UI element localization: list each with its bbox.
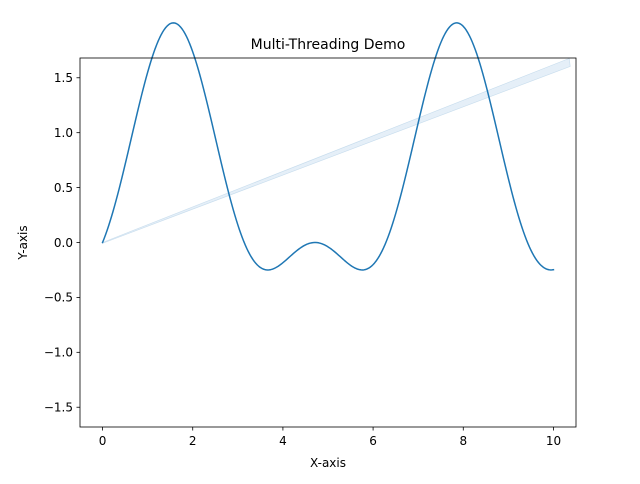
x-axis-ticks: 0 2 4 6 8 10: [99, 427, 561, 448]
series-line-0: [101, 22, 555, 271]
x-tick-label: 2: [189, 434, 197, 448]
series-layer: [101, 22, 555, 271]
y-axis-label: Y-axis: [16, 225, 30, 260]
x-tick-label: 0: [99, 434, 107, 448]
y-tick-label: 1.5: [54, 71, 73, 85]
x-tick-label: 10: [546, 434, 561, 448]
y-tick-label: −1.0: [44, 346, 73, 360]
x-tick-label: 6: [369, 434, 377, 448]
x-tick-label: 4: [279, 434, 287, 448]
chart-title: Multi-Threading Demo: [251, 37, 406, 53]
y-tick-label: −0.5: [44, 291, 73, 305]
y-tick-label: 1.0: [54, 126, 73, 140]
x-tick-label: 8: [459, 434, 467, 448]
y-tick-label: 0.0: [54, 236, 73, 250]
y-tick-label: −1.5: [44, 401, 73, 415]
y-tick-label: 0.5: [54, 181, 73, 195]
y-axis-ticks: −1.5 −1.0 −0.5 0.0 0.5 1.0 1.5: [44, 71, 80, 415]
x-axis-label: X-axis: [310, 456, 346, 470]
